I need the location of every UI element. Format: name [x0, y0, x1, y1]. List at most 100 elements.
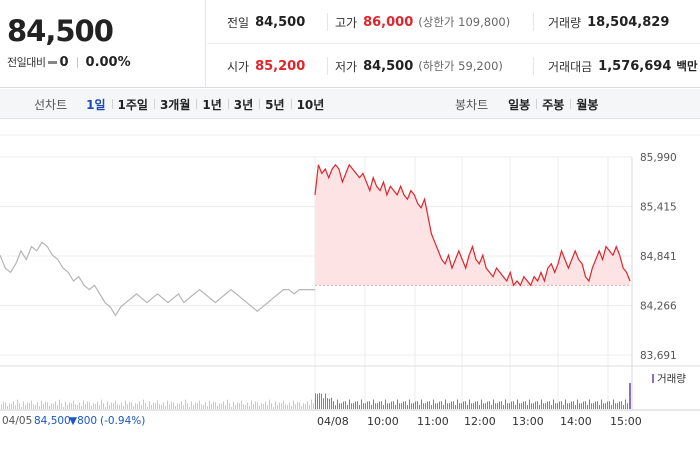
volume-bar — [547, 401, 548, 409]
low-label: 저가 — [335, 59, 358, 74]
volume-bar — [477, 401, 478, 409]
volume-bar — [43, 404, 44, 409]
prev-day-price: 84,500 — [34, 415, 71, 427]
volume-bar — [249, 406, 250, 409]
volume-bar — [391, 401, 392, 409]
volume-bar — [209, 400, 210, 409]
current-price-box: 84,500 전일대비 0 0.00% — [0, 0, 206, 88]
volume-bar — [607, 401, 608, 409]
period-1d[interactable]: 1일 — [86, 97, 106, 112]
volume-bar — [97, 401, 98, 409]
volume-bar — [469, 399, 470, 409]
volume-bar — [5, 402, 6, 409]
volume-bar — [251, 400, 252, 409]
volume-bar — [235, 405, 236, 409]
volume-bar — [255, 401, 256, 409]
volume-bar — [459, 403, 460, 409]
volume-bar — [177, 403, 178, 409]
volume-bar — [193, 405, 194, 409]
high-price: 고가 86,000 (상한가 109,800) — [335, 0, 510, 44]
volume-bar — [31, 400, 32, 409]
volume-bar — [213, 401, 214, 409]
volume-bar — [63, 407, 64, 409]
volume-bar — [289, 402, 290, 409]
candle-weekly[interactable]: 주봉 — [536, 96, 570, 113]
trade-value-unit: 백만 — [676, 59, 698, 73]
price-change: 전일대비 0 0.00% — [7, 54, 131, 70]
volume: 거래량 18,504,829 — [548, 0, 669, 44]
volume-bar — [597, 401, 598, 409]
volume-bar — [493, 399, 494, 409]
period-3y[interactable]: 3년 — [227, 96, 259, 113]
prev-close-label: 전일 — [227, 15, 250, 30]
volume-bar — [629, 383, 631, 409]
volume-bar — [375, 403, 376, 409]
candle-monthly[interactable]: 월봉 — [570, 96, 604, 113]
volume-bar — [563, 405, 564, 409]
volume-bar — [439, 401, 440, 409]
line-chart-label: 선차트 — [34, 97, 68, 112]
candle-daily[interactable]: 일봉 — [508, 97, 531, 112]
period-10y[interactable]: 10년 — [290, 96, 331, 113]
y-tick-label: 83,691 — [640, 350, 677, 362]
volume-bar — [583, 401, 584, 409]
volume-bar — [515, 405, 516, 409]
volume-bar — [623, 405, 624, 409]
volume-bar — [587, 405, 588, 409]
volume-bar — [549, 401, 550, 409]
volume-bar — [555, 403, 556, 409]
volume-bar — [379, 401, 380, 409]
volume-bar — [333, 401, 334, 409]
volume-bar — [285, 404, 286, 409]
volume-bar — [95, 404, 96, 409]
volume-bar — [447, 403, 448, 409]
period-1y[interactable]: 1년 — [196, 96, 227, 113]
volume-bar — [155, 403, 156, 409]
volume-bar — [537, 401, 538, 409]
volume-bar — [325, 393, 326, 409]
volume-bar — [327, 398, 328, 409]
volume-bar — [347, 405, 348, 409]
volume-bar — [541, 399, 542, 409]
volume-bar — [561, 401, 562, 409]
prev-close: 전일 84,500 — [227, 0, 305, 44]
volume-bar — [467, 405, 468, 409]
volume-bar — [551, 405, 552, 409]
volume-bar — [529, 399, 530, 409]
x-tick-label: 10:00 — [367, 415, 399, 428]
volume-bar — [49, 406, 50, 409]
volume-bar — [307, 401, 308, 409]
volume-bar — [39, 406, 40, 409]
change-label: 전일대비 — [7, 56, 46, 69]
volume-bar — [591, 403, 592, 409]
volume-bar — [337, 399, 338, 409]
volume-bar — [519, 403, 520, 409]
volume-bar — [151, 405, 152, 409]
volume-bar — [129, 401, 130, 409]
volume-bar — [553, 399, 554, 409]
volume-bar — [207, 406, 208, 409]
volume-bar — [461, 403, 462, 409]
period-3m[interactable]: 3개월 — [153, 96, 196, 113]
high-label: 고가 — [335, 15, 358, 30]
volume-bar — [125, 400, 126, 409]
price-chart[interactable]: 85,990 85,415 84,841 84,266 83,691 04/08 10:0… — [0, 120, 700, 450]
volume-bar — [569, 403, 570, 409]
volume-bar — [369, 401, 370, 409]
volume-bar — [389, 403, 390, 409]
volume-bar — [485, 403, 486, 409]
volume-bar — [435, 403, 436, 409]
volume-bar — [463, 401, 464, 409]
volume-bar — [399, 403, 400, 409]
volume-bar — [127, 404, 128, 409]
volume-bar — [221, 404, 222, 409]
volume-bar — [503, 405, 504, 409]
today-area — [315, 164, 630, 286]
open-value: 85,200 — [255, 58, 306, 74]
volume-bar — [361, 399, 362, 409]
volume-bar — [65, 401, 66, 409]
period-5y[interactable]: 5년 — [259, 96, 290, 113]
volume-bar — [187, 403, 188, 409]
volume-bar — [229, 403, 230, 409]
period-1w[interactable]: 1주일 — [111, 96, 154, 113]
